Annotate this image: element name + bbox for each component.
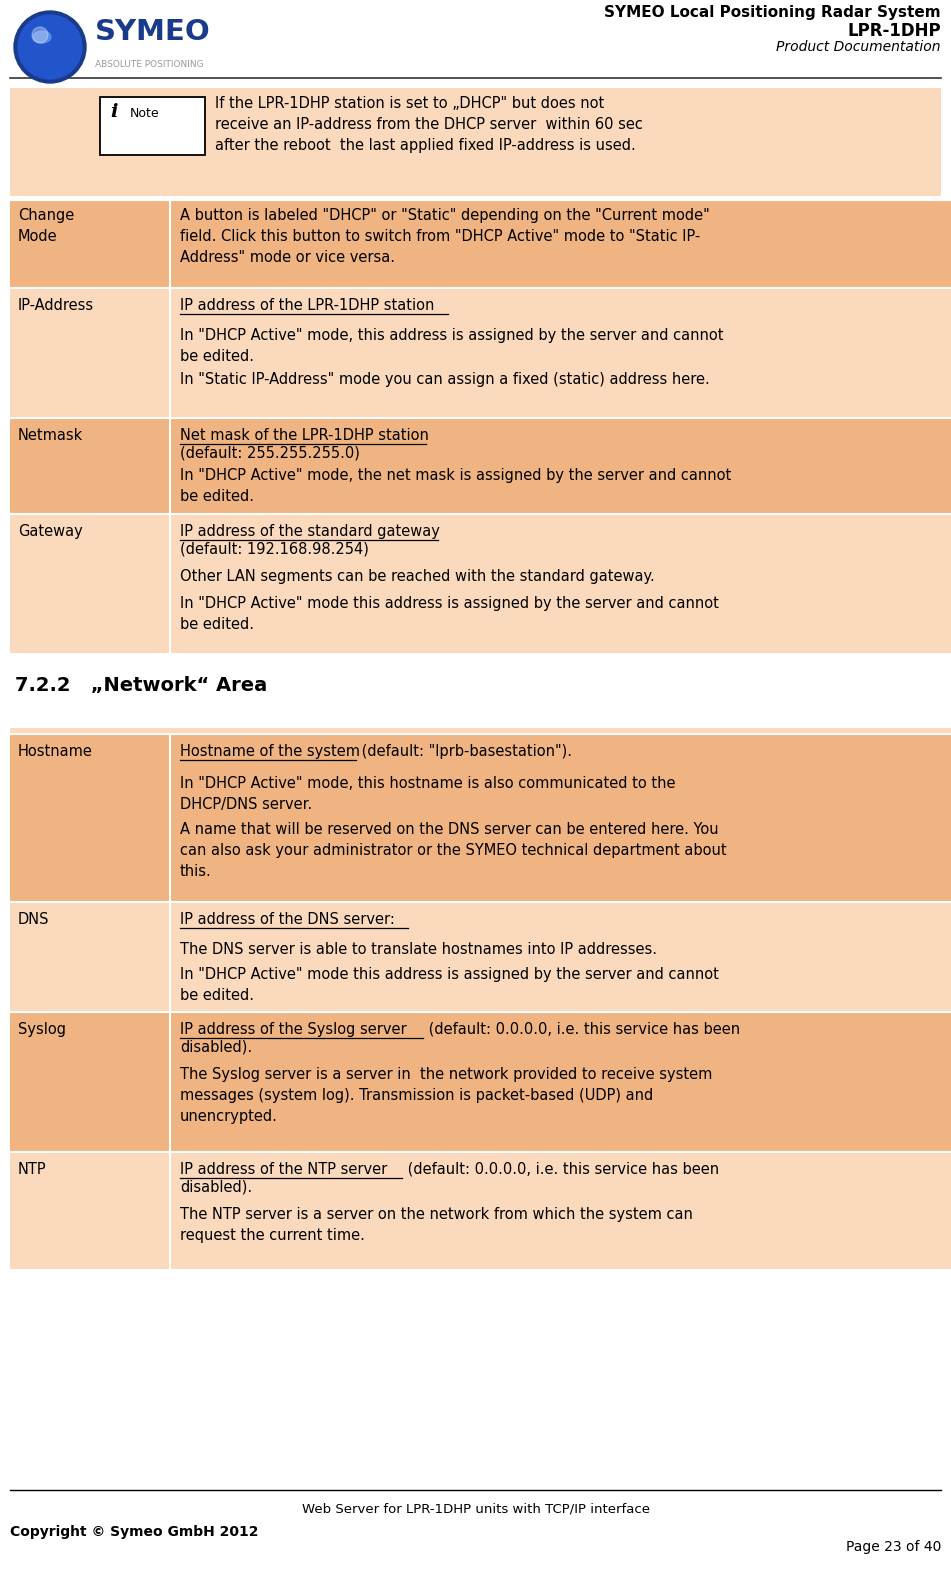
Text: Hostname: Hostname	[18, 744, 93, 758]
Text: IP address of the DNS server:: IP address of the DNS server:	[180, 913, 395, 927]
Text: DNS: DNS	[18, 913, 49, 927]
Bar	[170, 1152, 951, 1270]
Text: Web Server for LPR-1DHP units with TCP/IP interface: Web Server for LPR-1DHP units with TCP/I…	[302, 1502, 650, 1515]
Text: Gateway: Gateway	[18, 524, 83, 538]
Text: (default: 0.0.0.0, i.e. this service has been: (default: 0.0.0.0, i.e. this service has…	[424, 1023, 740, 1037]
Text: IP-Address: IP-Address	[18, 298, 94, 312]
Bar	[170, 201, 951, 288]
Bar	[10, 734, 170, 902]
Text: In "DHCP Active" mode this address is assigned by the server and cannot
be edite: In "DHCP Active" mode this address is as…	[180, 596, 719, 632]
Text: (default: 255.255.255.0): (default: 255.255.255.0)	[180, 446, 359, 460]
Text: (default: 0.0.0.0, i.e. this service has been: (default: 0.0.0.0, i.e. this service has…	[403, 1161, 719, 1177]
Bar	[170, 734, 951, 902]
Circle shape	[32, 27, 48, 43]
Bar	[10, 902, 170, 1012]
Bar	[170, 288, 951, 417]
Ellipse shape	[33, 30, 51, 43]
Text: disabled).: disabled).	[180, 1180, 252, 1195]
Text: i: i	[110, 104, 117, 121]
Circle shape	[18, 14, 82, 80]
Text: Page 23 of 40: Page 23 of 40	[845, 1540, 941, 1555]
Text: 7.2.2   „Network“ Area: 7.2.2 „Network“ Area	[15, 675, 267, 695]
Bar	[10, 515, 170, 655]
Bar	[170, 902, 951, 1012]
Text: Copyright © Symeo GmbH 2012: Copyright © Symeo GmbH 2012	[10, 1525, 259, 1539]
Bar	[10, 417, 170, 515]
Text: (default: "lprb-basestation").: (default: "lprb-basestation").	[357, 744, 572, 758]
Text: Other LAN segments can be reached with the standard gateway.: Other LAN segments can be reached with t…	[180, 569, 654, 585]
Bar	[170, 1012, 951, 1152]
Bar	[10, 288, 170, 417]
Text: disabled).: disabled).	[180, 1040, 252, 1055]
Text: In "DHCP Active" mode, this address is assigned by the server and cannot
be edit: In "DHCP Active" mode, this address is a…	[180, 328, 724, 363]
Text: Hostname of the system: Hostname of the system	[180, 744, 360, 758]
Text: IP address of the LPR-1DHP station: IP address of the LPR-1DHP station	[180, 298, 435, 312]
Text: ABSOLUTE POSITIONING: ABSOLUTE POSITIONING	[95, 61, 204, 68]
Text: Netmask: Netmask	[18, 429, 84, 443]
Text: A name that will be reserved on the DNS server can be entered here. You
can also: A name that will be reserved on the DNS …	[180, 822, 727, 879]
Text: Change
Mode: Change Mode	[18, 209, 74, 244]
Bar	[10, 728, 951, 734]
Text: In "DHCP Active" mode, the net mask is assigned by the server and cannot
be edit: In "DHCP Active" mode, the net mask is a…	[180, 468, 731, 503]
Text: In "Static IP-Address" mode you can assign a fixed (static) address here.: In "Static IP-Address" mode you can assi…	[180, 373, 709, 387]
Text: The DNS server is able to translate hostnames into IP addresses.: The DNS server is able to translate host…	[180, 941, 657, 957]
Bar	[10, 201, 170, 288]
Text: In "DHCP Active" mode this address is assigned by the server and cannot
be edite: In "DHCP Active" mode this address is as…	[180, 967, 719, 1004]
Text: LPR-1DHP: LPR-1DHP	[847, 22, 941, 40]
Bar	[10, 1012, 170, 1152]
Text: Note: Note	[130, 107, 160, 119]
Text: In "DHCP Active" mode, this hostname is also communicated to the
DHCP/DNS server: In "DHCP Active" mode, this hostname is …	[180, 776, 675, 812]
Text: The Syslog server is a server in  the network provided to receive system
message: The Syslog server is a server in the net…	[180, 1067, 712, 1125]
Text: SYMEO: SYMEO	[95, 18, 211, 46]
Text: IP address of the Syslog server: IP address of the Syslog server	[180, 1023, 407, 1037]
Text: The NTP server is a server on the network from which the system can
request the : The NTP server is a server on the networ…	[180, 1207, 693, 1243]
Bar	[100, 97, 205, 155]
Bar	[170, 417, 951, 515]
Bar	[10, 88, 941, 196]
Text: Product Documentation: Product Documentation	[777, 40, 941, 54]
Text: (default: 192.168.98.254): (default: 192.168.98.254)	[180, 542, 369, 558]
Text: Net mask of the LPR-1DHP station: Net mask of the LPR-1DHP station	[180, 429, 429, 443]
Text: IP address of the standard gateway: IP address of the standard gateway	[180, 524, 440, 538]
Bar	[100, 97, 205, 155]
Text: A button is labeled "DHCP" or "Static" depending on the "Current mode"
field. Cl: A button is labeled "DHCP" or "Static" d…	[180, 209, 709, 264]
Bar	[10, 1152, 170, 1270]
Text: IP address of the NTP server: IP address of the NTP server	[180, 1161, 387, 1177]
Text: Syslog: Syslog	[18, 1023, 66, 1037]
Bar	[170, 515, 951, 655]
Text: If the LPR-1DHP station is set to „DHCP" but does not
receive an IP-address from: If the LPR-1DHP station is set to „DHCP"…	[215, 96, 643, 153]
Circle shape	[14, 11, 86, 83]
Text: SYMEO Local Positioning Radar System: SYMEO Local Positioning Radar System	[605, 5, 941, 21]
Text: NTP: NTP	[18, 1161, 47, 1177]
